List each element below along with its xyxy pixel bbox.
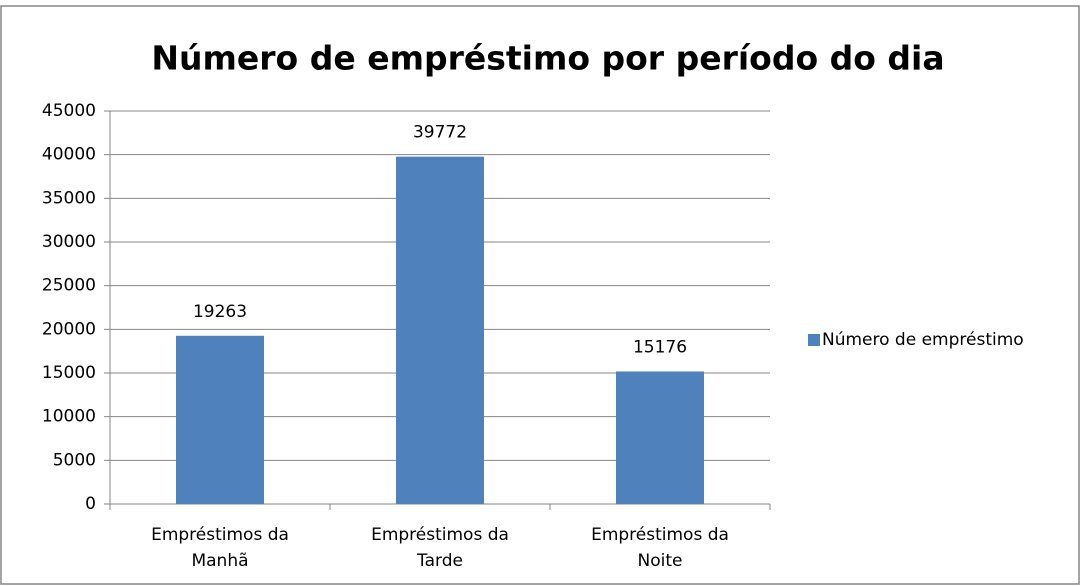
legend-swatch	[808, 334, 820, 346]
bar	[616, 371, 704, 504]
data-label: 15176	[633, 337, 687, 357]
y-tick-label: 25000	[42, 276, 96, 296]
chart-border	[0, 5, 1080, 585]
y-tick-label: 15000	[42, 363, 96, 383]
y-tick-label: 0	[85, 494, 96, 514]
y-tick-label: 45000	[42, 101, 96, 121]
y-tick-label: 10000	[42, 407, 96, 427]
legend-label: Número de empréstimo	[822, 330, 1024, 350]
y-tick-label: 5000	[53, 450, 96, 470]
data-label: 19263	[193, 302, 247, 322]
bar	[176, 335, 264, 504]
data-label: 39772	[413, 123, 467, 143]
x-tick-label: Empréstimos da Manhã	[151, 525, 289, 571]
y-tick-label: 35000	[42, 188, 96, 208]
y-tick-label: 30000	[42, 232, 96, 252]
chart-title: Número de empréstimo por período do dia	[151, 39, 944, 78]
bar	[396, 156, 484, 504]
x-tick-label: Empréstimos da Tarde	[371, 525, 509, 571]
y-tick-label: 20000	[42, 319, 96, 339]
x-tick-label: Empréstimos da Noite	[591, 525, 729, 571]
y-tick-label: 40000	[42, 145, 96, 165]
